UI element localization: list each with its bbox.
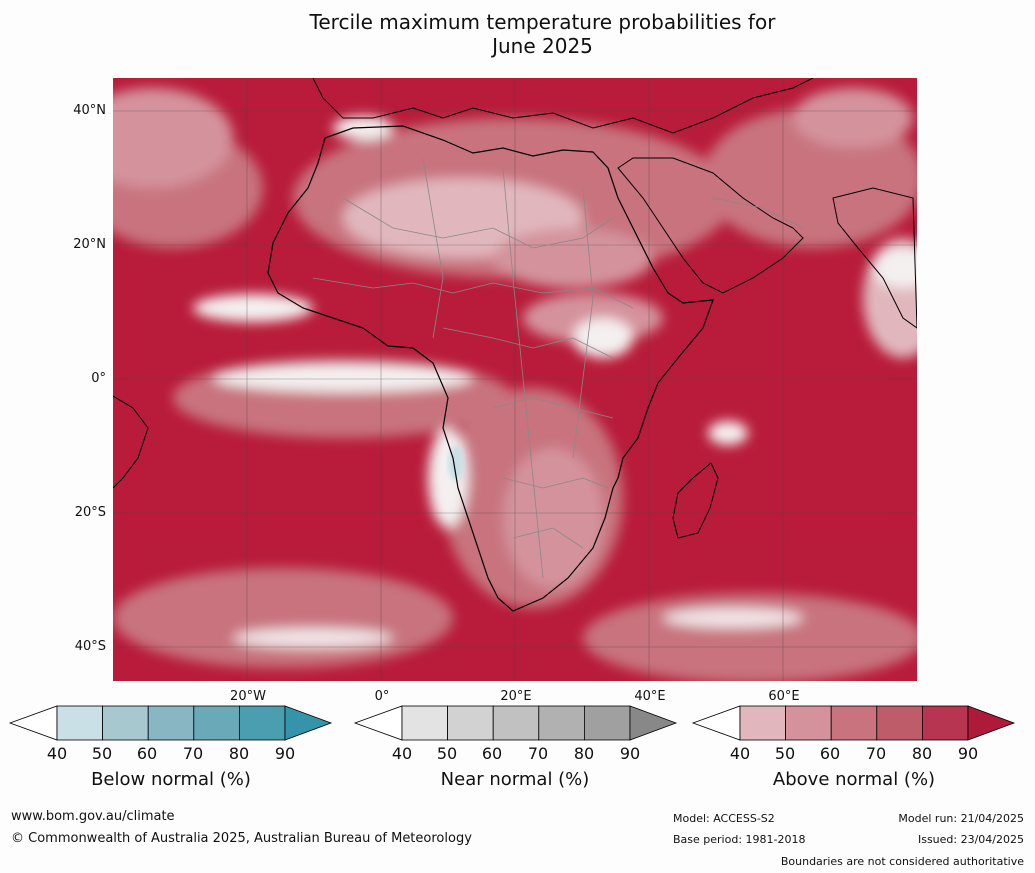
colorbar-segment <box>492 705 540 741</box>
colorbar-label-above: Above normal (%) <box>772 769 936 790</box>
lat-label-40s: 40°S <box>74 639 106 654</box>
lat-label-40n: 40°N <box>73 103 106 118</box>
model-run-info: Model run: 21/04/2025 <box>898 812 1024 825</box>
lat-label-0: 0° <box>91 371 106 386</box>
tick-label: 40 <box>391 744 413 763</box>
india-coastline <box>832 187 917 329</box>
colorbar-near-normal <box>353 704 678 741</box>
colorbar-segment <box>238 705 286 741</box>
colorbar-segment <box>921 705 969 741</box>
lon-label-40e: 40°E <box>634 689 666 704</box>
lat-label-20s: 20°S <box>74 505 106 520</box>
probability-map <box>113 78 917 681</box>
colorbar-segment <box>102 705 149 741</box>
tick-label: 70 <box>865 744 887 763</box>
europe-coastline <box>312 78 814 134</box>
lon-label-20e: 20°E <box>500 689 532 704</box>
issued-info: Issued: 23/04/2025 <box>917 833 1024 846</box>
colorbar-extend-high <box>967 705 1016 741</box>
colorbar-segment <box>583 705 631 741</box>
colorbar-extend-low <box>691 705 741 741</box>
south-america-coastline <box>113 395 149 489</box>
lon-label-60e: 60°E <box>768 689 800 704</box>
colorbar-segment <box>785 705 832 741</box>
colorbar-below-normal <box>8 704 333 741</box>
colorbar-extend-low <box>8 705 58 741</box>
colorbar-segment <box>447 705 494 741</box>
arabia-coastline <box>617 157 804 294</box>
lon-label-20w: 20°W <box>230 689 266 704</box>
lon-label-0: 0° <box>374 689 390 704</box>
colorbar-segment <box>876 705 923 741</box>
lat-label-20n: 20°N <box>73 237 106 252</box>
disclaimer-text: Boundaries are not considered authoritat… <box>780 855 1024 868</box>
model-info: Model: ACCESS-S2 <box>673 812 775 825</box>
tick-label: 50 <box>91 744 113 763</box>
colorbar-label-below: Below normal (%) <box>91 769 251 790</box>
website-link[interactable]: www.bom.gov.au/climate <box>11 809 175 824</box>
tick-label: 80 <box>228 744 250 763</box>
tick-label: 40 <box>46 744 68 763</box>
title-line-1: Tercile maximum temperature probabilitie… <box>309 10 776 34</box>
colorbar-label-near: Near normal (%) <box>440 769 590 790</box>
map-title: Tercile maximum temperature probabilitie… <box>0 10 1035 58</box>
tick-label: 60 <box>819 744 841 763</box>
graticule <box>113 78 917 681</box>
title-line-2: June 2025 <box>492 34 593 58</box>
colorbar-extend-high <box>284 705 333 741</box>
colorbar-extend-low <box>353 705 403 741</box>
probability-field <box>113 88 917 681</box>
tick-label: 40 <box>729 744 751 763</box>
base-period-info: Base period: 1981-2018 <box>673 833 806 846</box>
tick-label: 80 <box>911 744 933 763</box>
africa-coastline <box>267 125 714 612</box>
colorbar-above-normal <box>691 704 1016 741</box>
colorbar-segment <box>830 705 878 741</box>
tick-label: 50 <box>774 744 796 763</box>
tick-label: 80 <box>573 744 595 763</box>
colorbar-segment <box>56 705 103 741</box>
colorbar-extend-high <box>629 705 678 741</box>
colorbar-segment <box>401 705 448 741</box>
tick-label: 70 <box>182 744 204 763</box>
tick-label: 50 <box>436 744 458 763</box>
tick-label: 70 <box>527 744 549 763</box>
tick-label: 60 <box>136 744 158 763</box>
colorbar-segment <box>739 705 786 741</box>
tick-label: 90 <box>274 744 296 763</box>
country-borders <box>312 157 804 579</box>
colorbar-segment <box>193 705 240 741</box>
tick-label: 90 <box>957 744 979 763</box>
map-canvas <box>113 78 917 681</box>
colorbar-segment <box>147 705 195 741</box>
colorbar-segment <box>538 705 585 741</box>
tick-label: 60 <box>481 744 503 763</box>
copyright-text: © Commonwealth of Australia 2025, Austra… <box>11 831 472 846</box>
madagascar-outline <box>672 462 719 539</box>
tick-label: 90 <box>619 744 641 763</box>
